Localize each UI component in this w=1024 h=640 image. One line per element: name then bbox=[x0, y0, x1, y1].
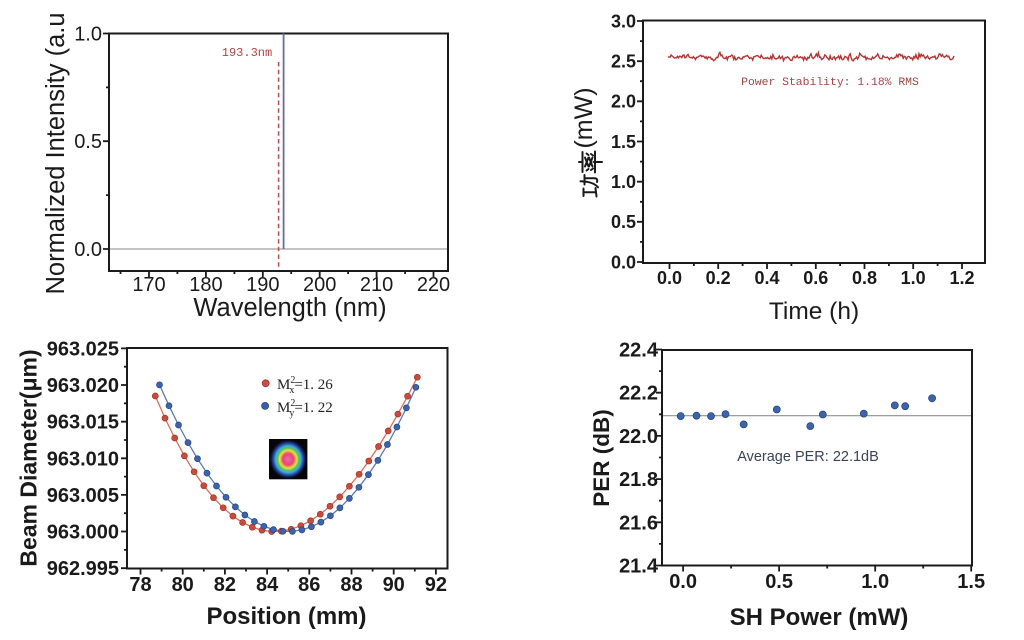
svg-text:962.995: 962.995 bbox=[47, 558, 119, 580]
svg-text:88: 88 bbox=[340, 574, 362, 596]
svg-text:0.2: 0.2 bbox=[706, 268, 731, 288]
svg-text:0.5: 0.5 bbox=[611, 212, 636, 232]
svg-text:80: 80 bbox=[172, 574, 194, 596]
svg-text:Wavelength (nm): Wavelength (nm) bbox=[193, 294, 386, 322]
svg-text:22.4: 22.4 bbox=[619, 340, 659, 362]
svg-text:1.0: 1.0 bbox=[901, 268, 926, 288]
svg-text:180: 180 bbox=[189, 274, 222, 296]
svg-text:Normalized Intensity (a.u: Normalized Intensity (a.u bbox=[42, 12, 70, 294]
svg-text:21.4: 21.4 bbox=[619, 556, 659, 578]
svg-text:78: 78 bbox=[129, 574, 151, 596]
svg-text:193.3nm: 193.3nm bbox=[222, 46, 272, 60]
svg-text:963.000: 963.000 bbox=[47, 522, 119, 544]
svg-text:0.0: 0.0 bbox=[657, 268, 682, 288]
svg-text:963.020: 963.020 bbox=[47, 375, 119, 397]
svg-text:0.0: 0.0 bbox=[74, 239, 102, 261]
svg-text:0.0: 0.0 bbox=[611, 252, 636, 272]
svg-text:1.5: 1.5 bbox=[957, 571, 985, 593]
svg-text:1.0: 1.0 bbox=[611, 172, 636, 192]
svg-text:PER (dB): PER (dB) bbox=[589, 409, 614, 507]
svg-text:963.010: 963.010 bbox=[47, 448, 119, 470]
svg-text:1.0: 1.0 bbox=[861, 571, 889, 593]
svg-text:0.5: 0.5 bbox=[765, 571, 793, 593]
svg-text:963.015: 963.015 bbox=[47, 412, 119, 434]
svg-text:3.0: 3.0 bbox=[611, 11, 636, 31]
svg-text:84: 84 bbox=[256, 574, 279, 596]
svg-text:200: 200 bbox=[303, 274, 336, 296]
svg-text:82: 82 bbox=[214, 574, 236, 596]
svg-text:92: 92 bbox=[425, 574, 447, 596]
svg-text:220: 220 bbox=[417, 274, 450, 296]
svg-text:0.5: 0.5 bbox=[74, 131, 102, 153]
svg-text:1.2: 1.2 bbox=[949, 268, 974, 288]
svg-text:SH Power (mW): SH Power (mW) bbox=[730, 604, 909, 631]
svg-text:0.8: 0.8 bbox=[852, 268, 877, 288]
svg-text:2.0: 2.0 bbox=[611, 92, 636, 112]
svg-text:Position (mm): Position (mm) bbox=[207, 603, 367, 630]
svg-text:963.025: 963.025 bbox=[47, 338, 119, 360]
svg-text:0.4: 0.4 bbox=[754, 268, 779, 288]
svg-text:90: 90 bbox=[383, 574, 405, 596]
svg-text:22.2: 22.2 bbox=[619, 383, 658, 405]
svg-text:Time (h): Time (h) bbox=[769, 298, 859, 325]
svg-text:0.0: 0.0 bbox=[669, 571, 697, 593]
svg-text:M2y=1. 22: M2 y=1. 22 bbox=[277, 398, 333, 419]
svg-text:0.6: 0.6 bbox=[803, 268, 828, 288]
svg-text:Average PER: 22.1dB: Average PER: 22.1dB bbox=[737, 449, 879, 465]
svg-text:190: 190 bbox=[246, 274, 279, 296]
svg-text:2.5: 2.5 bbox=[611, 52, 636, 72]
svg-text:170: 170 bbox=[132, 274, 165, 296]
svg-text:1.0: 1.0 bbox=[74, 24, 102, 46]
svg-text:(mW): (mW) bbox=[570, 87, 598, 148]
svg-text:M2x=1. 26: M2 x=1. 26 bbox=[277, 375, 333, 396]
svg-text:1.5: 1.5 bbox=[611, 132, 636, 152]
svg-text:21.8: 21.8 bbox=[619, 469, 658, 491]
svg-text:21.6: 21.6 bbox=[619, 512, 658, 534]
svg-text:Power Stability: 1.18% RMS: Power Stability: 1.18% RMS bbox=[741, 77, 919, 89]
svg-text:210: 210 bbox=[360, 274, 393, 296]
svg-text:22.0: 22.0 bbox=[619, 426, 658, 448]
svg-text:963.005: 963.005 bbox=[47, 485, 119, 507]
svg-text:86: 86 bbox=[298, 574, 320, 596]
svg-text:Beam Diameter(μm): Beam Diameter(μm) bbox=[16, 349, 42, 566]
